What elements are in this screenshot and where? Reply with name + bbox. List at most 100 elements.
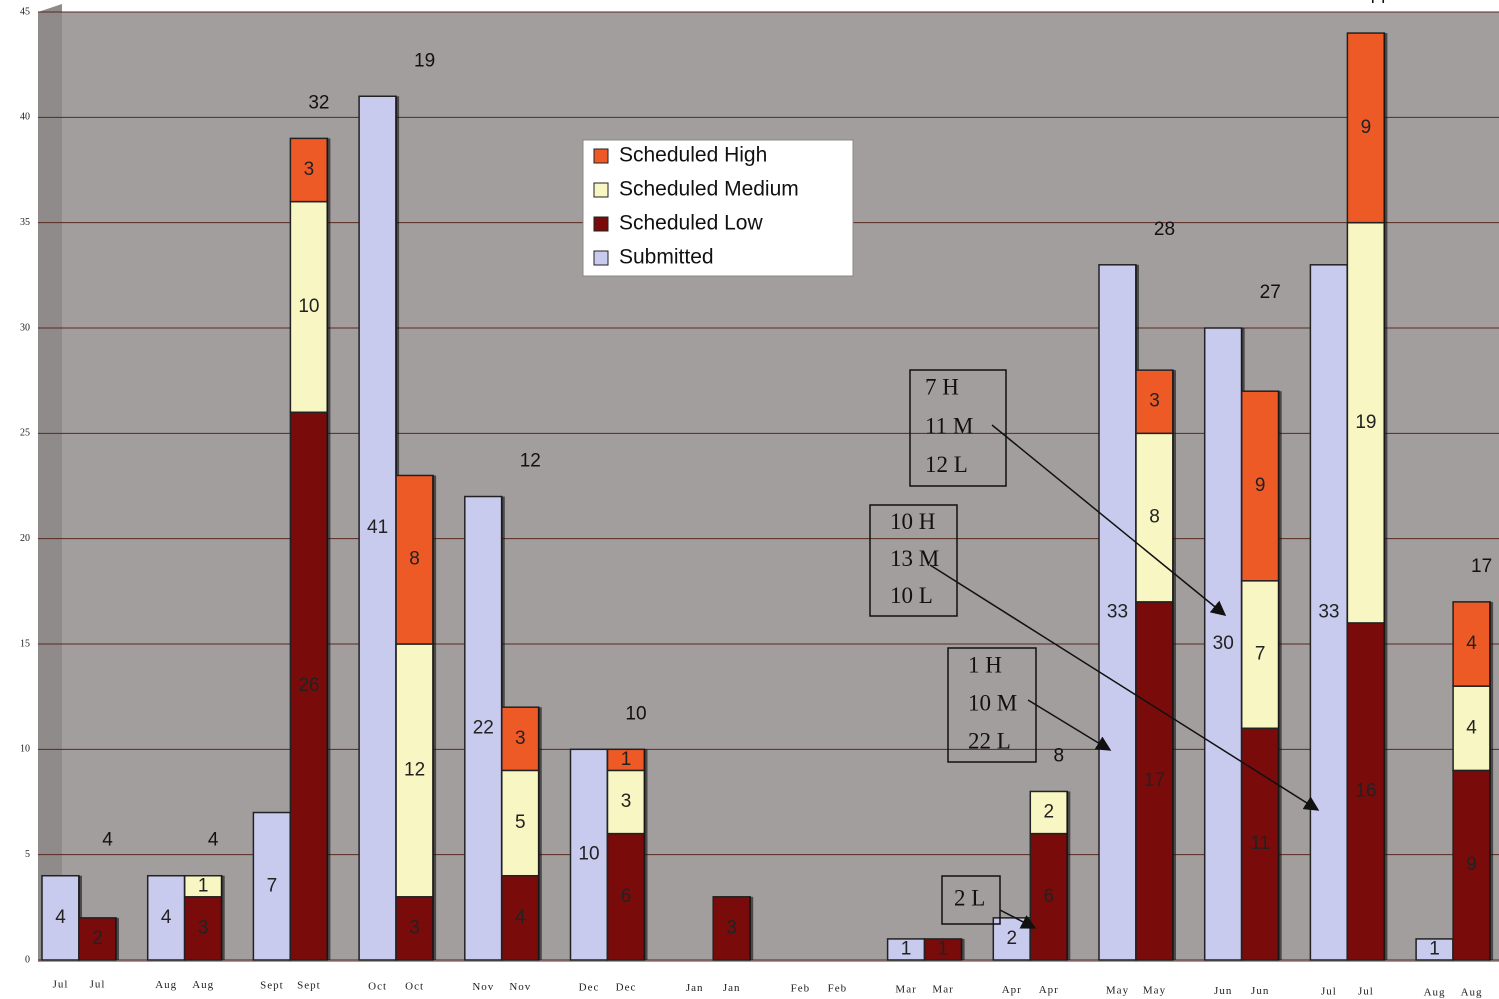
- data-label: 3: [1149, 391, 1160, 412]
- bar-segment: [1346, 32, 1386, 224]
- legend: [582, 139, 854, 277]
- bar-segment: [1135, 601, 1174, 961]
- data-label: 3: [515, 728, 526, 749]
- bar-shadow: [1489, 601, 1494, 687]
- annotation-arrow: [1027, 699, 1112, 751]
- bar-segment: [464, 495, 503, 961]
- bar-shadow: [432, 896, 437, 960]
- data-label: 26: [298, 675, 319, 696]
- x-tick-label: Aug: [155, 979, 177, 991]
- data-label: 3: [304, 159, 315, 180]
- data-label: 10: [578, 844, 599, 865]
- data-label: 1: [901, 938, 912, 959]
- data-label: 4: [55, 907, 66, 928]
- x-tick-label: Nov: [509, 981, 531, 993]
- data-label: 3: [726, 917, 737, 938]
- data-label: 4: [161, 907, 172, 928]
- bar-shadow: [960, 938, 965, 960]
- x-tick-label: May: [1143, 985, 1166, 997]
- bar-segment: [1135, 432, 1174, 603]
- bar-segment: [501, 706, 540, 772]
- total-label: 19: [414, 50, 435, 71]
- bar-shadow: [643, 749, 648, 771]
- bar-segment: [1240, 390, 1280, 582]
- bar-segment: [1135, 369, 1174, 435]
- x-tick-label: Jul: [1321, 986, 1337, 998]
- annotation-box: [909, 369, 1007, 487]
- bar-shadow: [326, 138, 331, 202]
- y-tick-label: 10: [20, 744, 30, 755]
- bar-shadow: [1489, 770, 1494, 960]
- x-tick-label: Sept: [260, 980, 284, 992]
- data-label: 6: [1044, 886, 1055, 907]
- x-tick-label: Dec: [616, 982, 637, 994]
- data-label: 19: [1355, 412, 1376, 433]
- bar-segment: [146, 874, 186, 961]
- bar-segment: [1240, 580, 1280, 730]
- data-label: 4: [515, 907, 526, 928]
- bar-shadow: [432, 475, 437, 644]
- y-tick-label: 5: [25, 849, 30, 860]
- total-label: 4: [208, 830, 219, 851]
- y-tick-label: 40: [20, 112, 30, 123]
- bar-segment: [1452, 685, 1491, 772]
- annotation-text: 10 H: [890, 509, 935, 534]
- total-label: 28: [1154, 219, 1175, 240]
- bar-shadow: [1383, 222, 1388, 623]
- bar-shadow: [1172, 433, 1176, 602]
- x-tick-label: Dec: [579, 982, 600, 994]
- bar-shadow: [643, 770, 648, 834]
- annotation-box: [869, 504, 958, 617]
- annotation-text: 11 M: [925, 413, 973, 438]
- data-label: 5: [515, 812, 526, 833]
- x-tick-label: Aug: [1461, 986, 1483, 998]
- annotation-text: 12 L: [925, 452, 968, 477]
- data-label: 22: [473, 717, 494, 738]
- data-label: 2: [1044, 802, 1055, 823]
- bar-segment: [358, 95, 397, 961]
- x-tick-label: Mar: [932, 983, 953, 995]
- bar-segment: [501, 874, 540, 961]
- total-label: 32: [308, 92, 329, 113]
- bar-segment: [569, 748, 609, 961]
- data-label: 3: [198, 917, 209, 938]
- x-tick-label: Jun: [1251, 985, 1269, 997]
- bar-segment: [1029, 790, 1069, 835]
- annotation-box: [941, 875, 1001, 925]
- legend-swatch: [593, 182, 609, 198]
- total-label: 27: [1260, 282, 1281, 303]
- data-label: 9: [1361, 117, 1372, 138]
- x-tick-label: Jan: [686, 982, 704, 994]
- total-label: 12: [520, 451, 541, 472]
- bar-segment: [289, 137, 329, 203]
- data-label: 6: [621, 886, 632, 907]
- legend-swatch: [593, 250, 609, 266]
- bar-segment: [395, 474, 434, 645]
- annotation-text: 22 L: [968, 728, 1011, 753]
- data-label: 12: [404, 759, 425, 780]
- bar-segment: [712, 896, 751, 961]
- data-label: 3: [621, 791, 632, 812]
- legend-swatch: [593, 216, 609, 232]
- data-label: 8: [409, 549, 420, 570]
- bar-segment: [501, 769, 540, 877]
- y-tick-label: 0: [25, 954, 30, 965]
- x-tick-label: Aug: [1424, 986, 1446, 998]
- bar-shadow: [1172, 370, 1176, 434]
- bar-shadow: [1277, 728, 1282, 960]
- bar-shadow: [1277, 580, 1282, 729]
- y-tick-label: 25: [20, 428, 30, 439]
- data-label: 33: [1318, 601, 1339, 622]
- y-tick-label: 45: [20, 6, 30, 17]
- data-label: 4: [1466, 717, 1477, 738]
- data-label: 30: [1213, 633, 1234, 654]
- data-label: 16: [1355, 780, 1376, 801]
- bar-shadow: [537, 707, 542, 771]
- annotation-text: 2 L: [954, 885, 985, 910]
- annotation-text: 1 H: [968, 652, 1002, 677]
- x-tick-label: Jun: [1214, 985, 1232, 997]
- x-tick-label: Nov: [472, 981, 494, 993]
- x-tick-label: Jan: [723, 982, 741, 994]
- x-tick-label: May: [1106, 985, 1129, 997]
